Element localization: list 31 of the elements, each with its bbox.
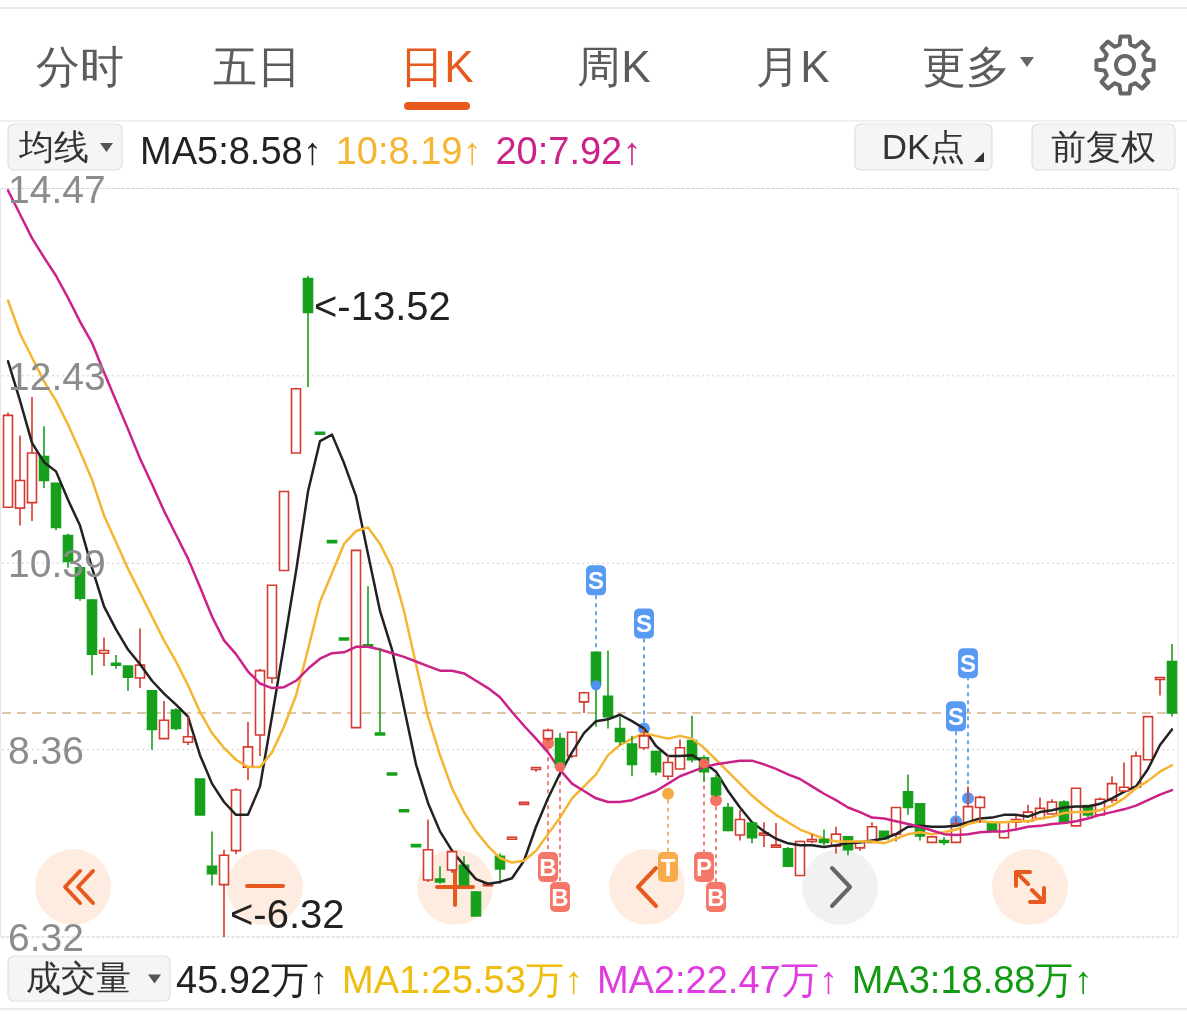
text: MA3:18.88万↑ xyxy=(851,959,1093,1001)
y-tick-label: 14.47 xyxy=(8,167,106,211)
text: MA2:22.47万↑ xyxy=(596,959,838,1001)
text: 成交量 xyxy=(25,958,131,997)
y-tick-label: 8.36 xyxy=(8,728,84,772)
text: 周K xyxy=(577,42,651,91)
data-label: T xyxy=(660,853,676,881)
text: 月K xyxy=(756,42,830,91)
text: 日K xyxy=(400,42,474,91)
data-label: S xyxy=(587,566,605,594)
data-label: P xyxy=(695,853,713,881)
data-label: B xyxy=(707,883,725,911)
text: DK点 xyxy=(881,127,966,166)
text: 20:7.92↑ xyxy=(495,130,642,172)
text: MA5:8.58↑ xyxy=(140,130,322,172)
text: 10:8.19↑ xyxy=(335,130,482,172)
text: 前复权 xyxy=(1051,127,1156,166)
data-label: S xyxy=(959,649,977,677)
text: 均线 xyxy=(18,127,89,166)
text: MA1:25.53万↑ xyxy=(342,959,583,1001)
text: 五日 xyxy=(213,42,301,91)
text: 45.92万↑ xyxy=(176,959,329,1001)
data-label: S xyxy=(635,610,653,638)
annotation: <-13.52 xyxy=(314,283,451,328)
data-label: B xyxy=(551,883,569,911)
data-label: S xyxy=(947,702,965,730)
y-tick-label: 6.32 xyxy=(8,916,84,959)
text: 分时 xyxy=(36,42,124,91)
data-label: B xyxy=(539,853,557,881)
text: 更多 xyxy=(922,42,1010,91)
annotation: <-6.32 xyxy=(230,892,345,936)
